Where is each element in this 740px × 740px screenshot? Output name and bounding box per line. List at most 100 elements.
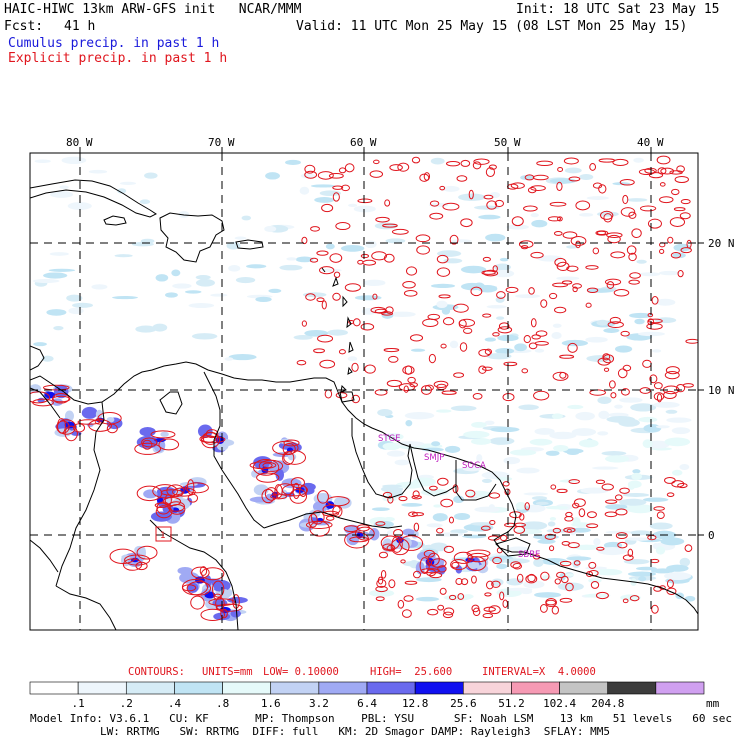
explicit-contour <box>586 523 599 529</box>
scale-swatch <box>655 681 705 695</box>
precip-cell <box>184 290 202 294</box>
precip-cell <box>442 185 460 192</box>
explicit-contour <box>380 570 387 579</box>
precip-cell <box>535 501 549 505</box>
precip-cell <box>549 431 577 440</box>
station-stge: STGE <box>378 434 401 444</box>
precip-cell <box>638 576 647 582</box>
explicit-contour <box>56 418 67 434</box>
explicit-contour <box>440 343 447 349</box>
explicit-contour <box>547 216 562 222</box>
explicit-contour <box>565 582 574 592</box>
explicit-contour <box>684 544 693 552</box>
scale-value-label: .2 <box>119 697 133 710</box>
explicit-contour <box>351 362 359 372</box>
precip-cell <box>353 205 376 213</box>
explicit-contour <box>449 594 457 601</box>
explicit-contour <box>499 591 505 601</box>
precip-cell <box>195 278 215 287</box>
precip-cell <box>117 188 127 194</box>
precip-cell <box>416 577 442 583</box>
explicit-contour <box>492 556 503 565</box>
explicit-contour <box>572 286 578 293</box>
explicit-contour <box>262 462 273 469</box>
explicit-contour <box>186 581 212 596</box>
explicit-contour <box>109 548 137 565</box>
precip-cell <box>405 419 413 427</box>
explicit-contour <box>349 536 369 543</box>
precip-cell <box>631 472 643 481</box>
explicit-contour <box>400 559 406 564</box>
explicit-contour <box>646 322 663 330</box>
explicit-contour <box>647 218 662 229</box>
precip-cell <box>606 416 636 423</box>
explicit-contour <box>563 157 579 165</box>
precip-cell <box>421 447 444 452</box>
explicit-contour <box>483 194 494 200</box>
explicit-contour <box>152 484 178 499</box>
explicit-contour <box>568 479 580 485</box>
precip-cell <box>639 272 661 277</box>
explicit-contour <box>134 442 162 455</box>
explicit-contour <box>162 496 182 507</box>
precip-cell <box>136 435 159 449</box>
precip-cell <box>496 563 508 570</box>
explicit-contour <box>559 560 572 567</box>
explicit-contour <box>215 597 225 610</box>
precip-cell <box>579 173 594 181</box>
explicit-contour <box>310 226 320 232</box>
precip-cell <box>299 186 310 195</box>
explicit-contour <box>648 318 663 324</box>
precip-cell <box>53 326 64 331</box>
explicit-contour <box>557 166 564 172</box>
precip-cell <box>476 454 483 463</box>
precip-cell <box>451 239 472 243</box>
explicit-contour <box>559 371 567 379</box>
explicit-contour <box>468 189 474 200</box>
explicit-contour <box>328 172 344 179</box>
precip-cell <box>632 469 641 474</box>
explicit-contour <box>620 330 630 337</box>
explicit-contour <box>590 580 600 589</box>
explicit-contour <box>443 545 455 553</box>
precip-cell <box>614 345 633 353</box>
precip-cell <box>165 292 178 298</box>
explicit-contour <box>484 592 492 597</box>
explicit-contour <box>622 364 632 372</box>
precip-cell <box>655 546 666 555</box>
explicit-contour <box>450 559 468 571</box>
explicit-contour <box>502 481 510 487</box>
explicit-contour <box>596 546 605 551</box>
explicit-contour <box>572 283 582 289</box>
precip-cell <box>549 516 557 521</box>
explicit-contour <box>606 281 615 289</box>
explicit-contour <box>488 492 501 499</box>
explicit-contour <box>665 366 680 375</box>
precip-cell <box>537 539 556 544</box>
explicit-contour <box>527 186 537 194</box>
precip-cell <box>523 580 545 589</box>
precip-cell <box>433 504 442 508</box>
coastlines <box>30 179 698 630</box>
explicit-contour <box>639 387 651 394</box>
precip-cell <box>506 587 533 592</box>
explicit-contour <box>290 477 305 489</box>
precip-cell <box>50 191 74 198</box>
explicit-contour <box>404 580 418 585</box>
explicit-contour <box>301 236 308 245</box>
precip-cell <box>435 532 464 537</box>
precip-cell <box>430 157 445 165</box>
precip-cell <box>531 219 548 228</box>
explicit-contour <box>381 311 394 316</box>
explicit-contour <box>261 488 275 504</box>
precip-cell <box>630 403 657 412</box>
explicit-contour <box>412 570 422 579</box>
precip-cell <box>285 159 301 165</box>
scale-swatch <box>414 681 464 695</box>
precip-cell <box>579 213 594 217</box>
precip-cell <box>481 478 492 483</box>
explicit-contour <box>409 334 424 342</box>
precip-cell <box>436 409 452 413</box>
precip-cell <box>348 203 358 207</box>
explicit-contour <box>380 535 400 551</box>
